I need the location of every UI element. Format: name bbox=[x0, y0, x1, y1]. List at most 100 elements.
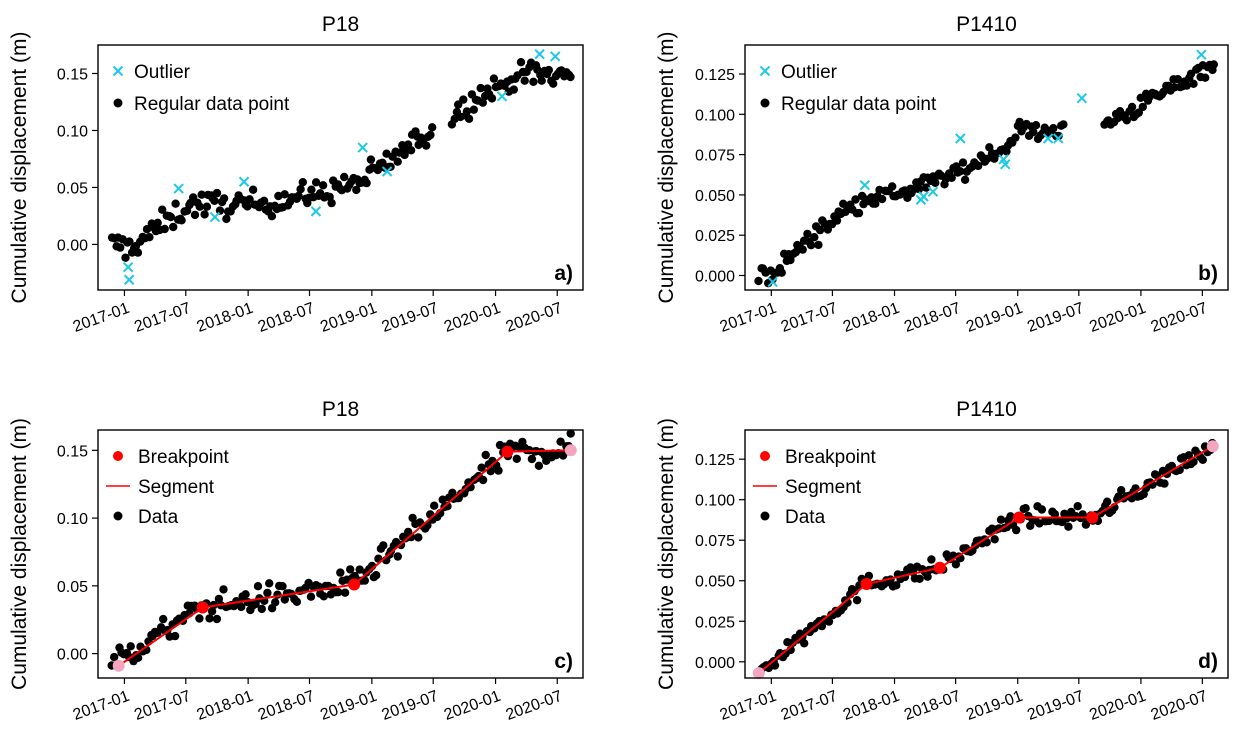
data-point bbox=[478, 475, 488, 485]
legend-outlier-marker bbox=[759, 65, 771, 77]
legend-label-data: Data bbox=[138, 507, 179, 528]
data-point bbox=[487, 94, 497, 103]
panel-letter: b) bbox=[1198, 262, 1218, 285]
x-tick-label: 2018-07 bbox=[256, 688, 317, 724]
data-point bbox=[366, 155, 376, 164]
breakpoint-marker bbox=[1086, 511, 1099, 524]
data-point bbox=[1037, 505, 1047, 514]
data-point bbox=[110, 652, 119, 662]
legend-breakpoint-marker bbox=[760, 451, 770, 461]
y-tick-label: 0.00 bbox=[57, 237, 88, 254]
y-tick-label: 0.00 bbox=[57, 647, 88, 664]
legend-label-segment: Segment bbox=[138, 477, 215, 498]
data-point bbox=[810, 233, 819, 242]
y-tick-label: 0.050 bbox=[695, 188, 735, 205]
data-point bbox=[406, 146, 416, 155]
y-tick-label: 0.125 bbox=[695, 452, 735, 469]
data-point bbox=[212, 188, 222, 198]
data-point bbox=[549, 79, 558, 88]
data-point bbox=[202, 202, 212, 211]
y-tick-label: 0.075 bbox=[695, 533, 735, 550]
data-point bbox=[1122, 116, 1132, 125]
data-point bbox=[556, 437, 565, 446]
data-point bbox=[430, 501, 439, 510]
data-point bbox=[327, 198, 336, 208]
data-point bbox=[777, 268, 786, 277]
outlier-point bbox=[496, 91, 508, 102]
data-point bbox=[1189, 79, 1198, 89]
chart-panel-a: P18 Cumulative displacement (m) 0.00 0.05 0.… bbox=[8, 13, 584, 336]
data-point bbox=[292, 597, 302, 606]
x-tick-label: 2020-07 bbox=[1149, 688, 1210, 724]
x-tick-label: 2018-07 bbox=[902, 300, 963, 336]
data-point bbox=[1103, 497, 1112, 506]
breakpoint-marker bbox=[1013, 511, 1026, 524]
y-tick-label: 0.000 bbox=[695, 268, 735, 285]
data-point bbox=[393, 157, 402, 166]
data-point bbox=[478, 98, 487, 107]
data-point bbox=[1029, 127, 1038, 137]
data-point bbox=[1182, 81, 1191, 90]
x-tick-label: 2019-01 bbox=[318, 300, 379, 336]
breakpoint-marker bbox=[933, 561, 946, 574]
data-point bbox=[422, 141, 431, 150]
y-tick-label: 0.10 bbox=[57, 511, 88, 528]
data-point bbox=[534, 461, 544, 470]
data-point bbox=[205, 614, 214, 623]
data-point bbox=[296, 185, 305, 194]
data-point bbox=[983, 154, 992, 163]
data-point bbox=[477, 463, 486, 472]
chart-title: P1410 bbox=[956, 398, 1017, 421]
data-point bbox=[914, 184, 924, 194]
data-point bbox=[529, 77, 538, 87]
data-point bbox=[352, 185, 361, 195]
x-tick-label: 2017-01 bbox=[718, 688, 779, 724]
data-point bbox=[159, 614, 168, 624]
x-tick-label: 2019-01 bbox=[318, 688, 379, 724]
data-point bbox=[1138, 102, 1148, 112]
x-tick-label: 2018-01 bbox=[195, 300, 256, 336]
data-point bbox=[265, 579, 274, 588]
data-point bbox=[1049, 124, 1058, 133]
data-point bbox=[815, 225, 825, 235]
x-tick-label: 2020-01 bbox=[442, 688, 503, 724]
data-point bbox=[307, 185, 316, 194]
data-point bbox=[210, 196, 219, 205]
data-point bbox=[280, 190, 289, 199]
data-point bbox=[544, 65, 553, 75]
chart-panel-b: P1410 Cumulative displacement (m) 0.000 0.0… bbox=[655, 13, 1229, 336]
outlier-point bbox=[238, 176, 250, 187]
data-point bbox=[923, 572, 932, 581]
outlier-point bbox=[381, 166, 393, 177]
legend-data-marker bbox=[113, 511, 123, 521]
data-point bbox=[212, 614, 222, 624]
data-point bbox=[428, 123, 437, 132]
breakpoint-marker bbox=[348, 578, 361, 591]
x-tick-label: 2017-01 bbox=[71, 300, 132, 336]
data-point bbox=[489, 74, 499, 83]
data-point bbox=[469, 105, 478, 114]
data-point bbox=[241, 590, 250, 599]
data-point bbox=[1064, 522, 1073, 531]
data-point bbox=[195, 202, 204, 211]
y-tick-label: 0.10 bbox=[57, 123, 88, 140]
data-point bbox=[851, 195, 860, 204]
legend: Outlier Regular data point bbox=[112, 62, 290, 115]
data-point bbox=[927, 555, 936, 564]
data-point bbox=[360, 576, 369, 585]
y-tick-label: 0.15 bbox=[57, 66, 88, 83]
outlier-point bbox=[767, 276, 778, 288]
outlier-point bbox=[918, 191, 929, 202]
data-point bbox=[947, 173, 956, 182]
data-point bbox=[372, 571, 381, 580]
data-point bbox=[509, 85, 518, 94]
legend-label-data: Data bbox=[785, 507, 826, 528]
outlier-point bbox=[927, 186, 939, 197]
legend-label-segment: Segment bbox=[785, 477, 862, 498]
data-point bbox=[786, 255, 795, 265]
data-point bbox=[443, 502, 452, 511]
chart-title: P1410 bbox=[956, 13, 1017, 36]
x-tick-label: 2018-07 bbox=[902, 688, 963, 724]
data-point bbox=[516, 58, 526, 67]
data-point bbox=[566, 72, 575, 82]
